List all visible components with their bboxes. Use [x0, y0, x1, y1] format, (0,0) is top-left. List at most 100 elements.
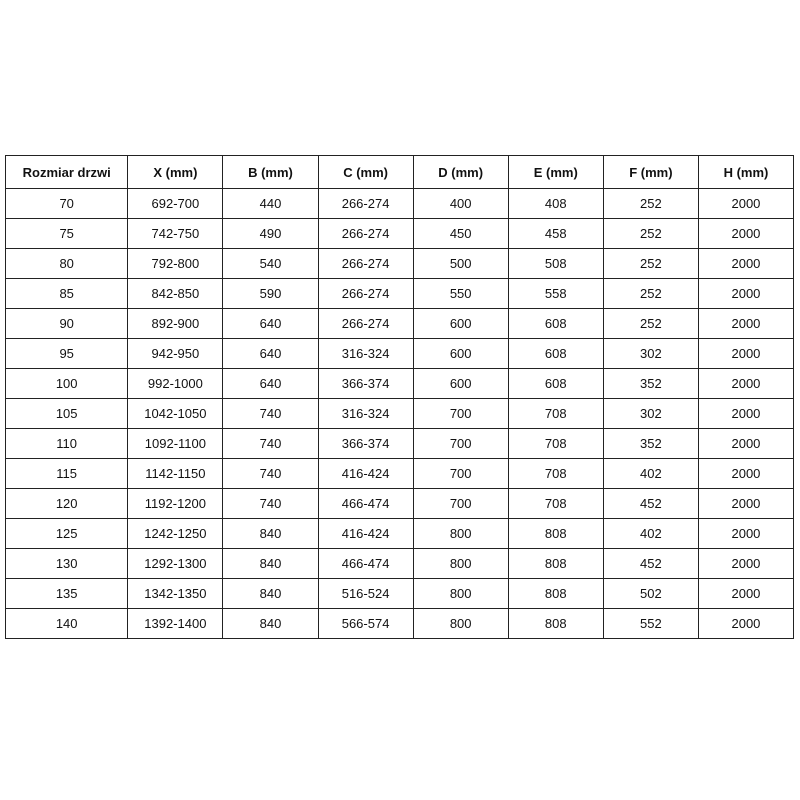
- column-header-x-mm: X (mm): [127, 155, 224, 189]
- table-cell: 316-324: [317, 398, 414, 429]
- table-header: Rozmiar drzwi X (mm) B (mm) C (mm) D (mm) E (…: [4, 155, 795, 189]
- table-cell: 2000: [697, 308, 795, 339]
- table-cell: 2000: [697, 188, 795, 219]
- table-row: 75 742-750 490 266-274 450 458 252 2000: [4, 218, 795, 249]
- table-cell: 600: [412, 368, 509, 399]
- table-cell: 252: [602, 218, 699, 249]
- cell-door-size: 95: [4, 338, 129, 369]
- table-row: 110 1092-1100 740 366-374 700 708 352 2000: [4, 428, 795, 459]
- table-cell: 640: [222, 308, 319, 339]
- table-cell: 840: [222, 578, 319, 609]
- cell-door-size: 90: [4, 308, 129, 339]
- column-header-h-mm: H (mm): [697, 155, 795, 189]
- cell-door-size: 110: [4, 428, 129, 459]
- table-cell: 2000: [697, 368, 795, 399]
- table-cell: 2000: [697, 398, 795, 429]
- table-cell: 402: [602, 458, 699, 489]
- table-cell: 2000: [697, 458, 795, 489]
- table-cell: 608: [507, 368, 604, 399]
- column-header-f-mm: F (mm): [602, 155, 699, 189]
- table-cell: 2000: [697, 608, 795, 639]
- table-cell: 252: [602, 308, 699, 339]
- table-cell: 640: [222, 338, 319, 369]
- table-cell: 2000: [697, 338, 795, 369]
- table-cell: 800: [412, 518, 509, 549]
- table-cell: 1392-1400: [127, 608, 224, 639]
- cell-door-size: 130: [4, 548, 129, 579]
- cell-door-size: 125: [4, 518, 129, 549]
- table-row: 120 1192-1200 740 466-474 700 708 452 2000: [4, 488, 795, 519]
- table-cell: 800: [412, 548, 509, 579]
- table-cell: 608: [507, 308, 604, 339]
- table-cell: 740: [222, 398, 319, 429]
- table-cell: 400: [412, 188, 509, 219]
- table-cell: 800: [412, 608, 509, 639]
- cell-door-size: 80: [4, 248, 129, 279]
- table-cell: 692-700: [127, 188, 224, 219]
- table-cell: 252: [602, 188, 699, 219]
- table-cell: 2000: [697, 488, 795, 519]
- table-cell: 708: [507, 428, 604, 459]
- table-row: 125 1242-1250 840 416-424 800 808 402 2000: [4, 518, 795, 549]
- column-header-c-mm: C (mm): [317, 155, 414, 189]
- table-cell: 808: [507, 608, 604, 639]
- table-cell: 708: [507, 398, 604, 429]
- table-cell: 640: [222, 368, 319, 399]
- table-cell: 266-274: [317, 248, 414, 279]
- cell-door-size: 70: [4, 188, 129, 219]
- table-cell: 800: [412, 578, 509, 609]
- table-cell: 252: [602, 248, 699, 279]
- table-row: 140 1392-1400 840 566-574 800 808 552 2000: [4, 608, 795, 639]
- table-cell: 840: [222, 548, 319, 579]
- table-cell: 2000: [697, 518, 795, 549]
- table-cell: 366-374: [317, 368, 414, 399]
- table-row: 95 942-950 640 316-324 600 608 302 2000: [4, 338, 795, 369]
- table-cell: 2000: [697, 218, 795, 249]
- table-cell: 452: [602, 488, 699, 519]
- table-cell: 266-274: [317, 278, 414, 309]
- table-cell: 316-324: [317, 338, 414, 369]
- table-cell: 1292-1300: [127, 548, 224, 579]
- table-cell: 942-950: [127, 338, 224, 369]
- table-cell: 440: [222, 188, 319, 219]
- table-cell: 558: [507, 278, 604, 309]
- table-cell: 2000: [697, 278, 795, 309]
- table-cell: 540: [222, 248, 319, 279]
- table-cell: 1042-1050: [127, 398, 224, 429]
- table-cell: 590: [222, 278, 319, 309]
- table-cell: 708: [507, 488, 604, 519]
- table-cell: 808: [507, 548, 604, 579]
- table-cell: 458: [507, 218, 604, 249]
- table-cell: 740: [222, 428, 319, 459]
- table-cell: 516-524: [317, 578, 414, 609]
- cell-door-size: 105: [4, 398, 129, 429]
- table-cell: 808: [507, 578, 604, 609]
- table-cell: 708: [507, 458, 604, 489]
- table-cell: 740: [222, 488, 319, 519]
- cell-door-size: 85: [4, 278, 129, 309]
- table-cell: 992-1000: [127, 368, 224, 399]
- header-row: Rozmiar drzwi X (mm) B (mm) C (mm) D (mm) E (…: [4, 155, 795, 189]
- table-row: 100 992-1000 640 366-374 600 608 352 2000: [4, 368, 795, 399]
- table-cell: 408: [507, 188, 604, 219]
- table-cell: 466-474: [317, 548, 414, 579]
- table-cell: 302: [602, 338, 699, 369]
- table-cell: 490: [222, 218, 319, 249]
- table-cell: 740: [222, 458, 319, 489]
- cell-door-size: 100: [4, 368, 129, 399]
- table-cell: 700: [412, 398, 509, 429]
- table-cell: 1192-1200: [127, 488, 224, 519]
- table-cell: 1092-1100: [127, 428, 224, 459]
- table-cell: 352: [602, 428, 699, 459]
- table-cell: 700: [412, 458, 509, 489]
- door-size-table: Rozmiar drzwi X (mm) B (mm) C (mm) D (mm) E (…: [4, 155, 795, 639]
- table-cell: 2000: [697, 428, 795, 459]
- table-cell: 700: [412, 428, 509, 459]
- table-cell: 808: [507, 518, 604, 549]
- table-cell: 252: [602, 278, 699, 309]
- table-cell: 466-474: [317, 488, 414, 519]
- table-cell: 608: [507, 338, 604, 369]
- cell-door-size: 140: [4, 608, 129, 639]
- table-cell: 552: [602, 608, 699, 639]
- table-cell: 1342-1350: [127, 578, 224, 609]
